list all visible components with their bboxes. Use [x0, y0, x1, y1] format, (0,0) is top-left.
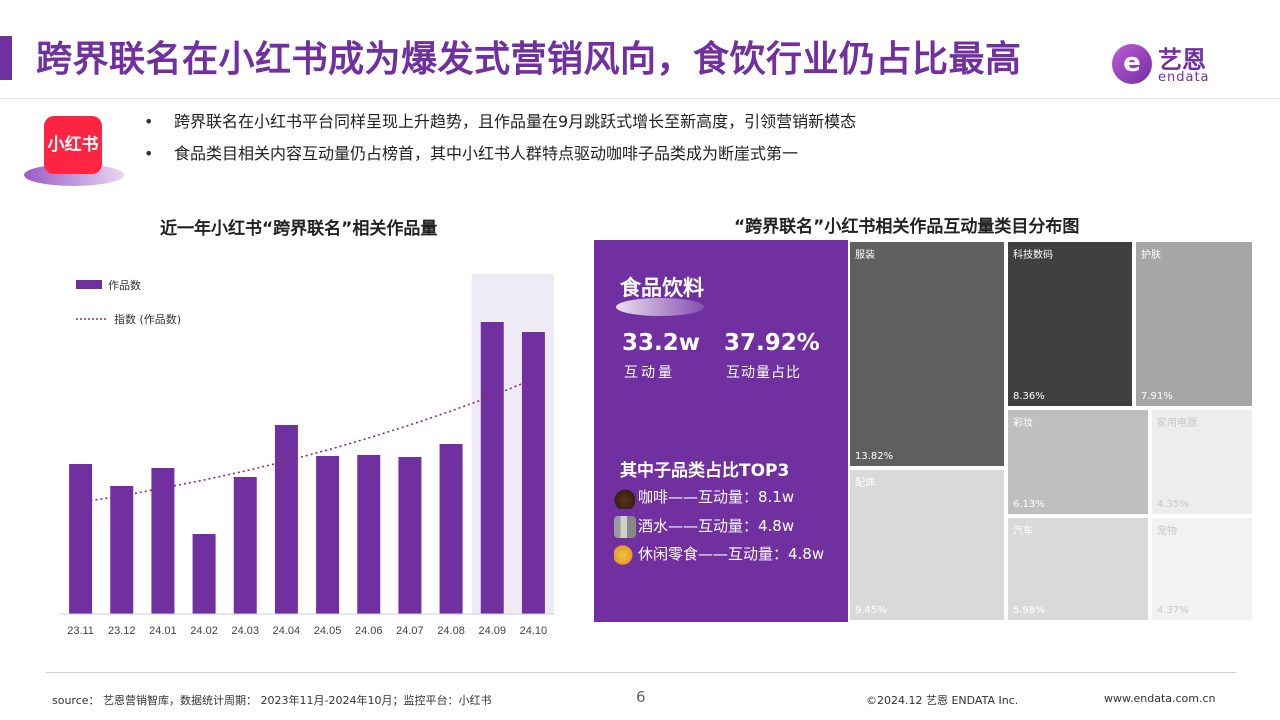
cell-label: 家用电器: [1157, 418, 1197, 429]
subcategory-item-coffee: 咖啡——互动量：8.1w: [614, 486, 794, 509]
bar-23.11: [69, 464, 93, 614]
bar-24.07: [398, 457, 422, 614]
cell-label: 宠物: [1157, 526, 1177, 537]
subcategory-title: 其中子品类占比TOP3: [620, 461, 790, 481]
x-tick-label: 24.07: [396, 625, 424, 637]
key-findings-list: 跨界联名在小红书平台同样呈现上升趋势，且作品量在9月跳跃式增长至新高度，引领营销…: [144, 106, 856, 170]
works-bar-chart: 23.11 23.12 24.01 24.02 24.03 24.04 24.05 24.06…: [60, 274, 554, 637]
treemap-cell-accessories: 配饰 9.45%: [848, 468, 1006, 622]
logo-chinese-text: 艺恩: [1158, 46, 1206, 74]
bar-24.02: [192, 534, 216, 614]
food-label-swoosh: [616, 298, 704, 316]
cell-label: 护肤: [1141, 250, 1161, 261]
bar-24.10: [521, 332, 545, 614]
bar-24.04: [274, 425, 298, 614]
cell-label: 科技数码: [1013, 250, 1053, 261]
treemap-cell-skincare: 护肤 7.91%: [1134, 240, 1254, 408]
treemap-cell-makeup: 彩妆 6.13%: [1006, 408, 1150, 516]
cell-percent: 5.98%: [1013, 605, 1045, 616]
bullet-item: 跨界联名在小红书平台同样呈现上升趋势，且作品量在9月跳跃式增长至新高度，引领营销…: [144, 106, 856, 138]
cell-label: 服装: [855, 250, 875, 261]
treemap-cell-appliances: 家用电器 4.35%: [1150, 408, 1254, 516]
subcategory-item-snacks: 休闲零食——互动量：4.8w: [614, 543, 824, 566]
page-number: 6: [636, 688, 646, 706]
logo-english-text: endata: [1158, 70, 1210, 85]
bar-24.03: [233, 477, 257, 614]
subcategory-text: 咖啡——互动量：8.1w: [638, 488, 795, 506]
xiaohongshu-app-icon: 小红书: [24, 112, 124, 188]
subcategory-text: 休闲零食——互动量：4.8w: [638, 545, 825, 563]
treemap-title: “跨界联名”小红书相关作品互动量类目分布图: [734, 217, 1080, 237]
cell-percent: 7.91%: [1141, 391, 1173, 402]
subcategory-item-liquor: 酒水——互动量：4.8w: [614, 515, 794, 538]
category-treemap: 食品饮料 33.2w 互动量 37.92% 互动量占比 其中子品类占比TOP3 …: [594, 240, 1254, 622]
legend-trend-label: 指数 (作品数): [114, 312, 181, 326]
bar-24.06: [357, 455, 381, 614]
page-title: 跨界联名在小红书成为爆发式营销风向，食饮行业仍占比最高: [36, 39, 1022, 80]
legend-bar-label: 作品数: [108, 279, 141, 292]
bar-24.05: [316, 456, 340, 614]
x-tick-label: 24.02: [190, 625, 218, 637]
cell-percent: 13.82%: [855, 451, 894, 462]
x-tick-label: 24.06: [355, 625, 383, 637]
coffee-beans-icon: [614, 486, 636, 509]
x-tick-label: 23.12: [108, 625, 136, 637]
food-share-label: 互动量占比: [726, 365, 801, 381]
food-category-label: 食品饮料: [620, 276, 704, 300]
bar-24.01: [151, 468, 175, 614]
x-tick-label: 23.11: [67, 625, 94, 637]
cell-percent: 4.35%: [1157, 499, 1189, 510]
bar-chart-title: 近一年小红书“跨界联名”相关作品量: [160, 219, 438, 239]
bar-24.08: [439, 444, 463, 614]
x-tick-label: 24.05: [314, 625, 342, 637]
legend-bar-swatch: [76, 280, 102, 289]
header-divider: [0, 98, 1280, 99]
cell-percent: 9.45%: [855, 605, 887, 616]
cell-percent: 4.37%: [1157, 605, 1189, 616]
footer-website: www.endata.com.cn: [1104, 692, 1216, 705]
trend-line: [80, 378, 534, 503]
footer-source: source： 艺恩营销智库，数据统计周期： 2023年11月-2024年10月…: [52, 694, 492, 707]
x-tick-label: 24.04: [273, 625, 301, 637]
endata-logo: e 艺恩 endata: [1112, 40, 1252, 88]
treemap-cell-auto: 汽车 5.98%: [1006, 516, 1150, 622]
cell-percent: 6.13%: [1013, 499, 1045, 510]
footer-divider: [46, 672, 1236, 673]
food-share-value: 37.92%: [724, 330, 820, 356]
treemap-cell-tech: 科技数码 8.36%: [1006, 240, 1134, 408]
endata-logo-mark-icon: e: [1112, 44, 1152, 84]
cell-label: 配饰: [855, 478, 875, 489]
cell-label: 汽车: [1013, 526, 1033, 537]
treemap-cell-clothing: 服装 13.82%: [848, 240, 1006, 468]
bullet-item: 食品类目相关内容互动量仍占榜首，其中小红书人群特点驱动咖啡子品类成为断崖式第一: [144, 138, 856, 170]
x-tick-label: 24.09: [478, 625, 506, 637]
footer-copyright: ©2024.12 艺恩 ENDATA Inc.: [866, 694, 1019, 707]
drink-bottles-icon: [614, 515, 636, 538]
xiaohongshu-logo: 小红书: [44, 116, 102, 174]
snacks-icon: [614, 543, 636, 566]
x-tick-label: 24.03: [231, 625, 259, 637]
treemap-cell-pets: 宠物 4.37%: [1150, 516, 1254, 622]
x-tick-label: 24.08: [437, 625, 465, 637]
bar-23.12: [110, 486, 134, 614]
food-interaction-label: 互动量: [624, 365, 675, 381]
x-tick-label: 24.10: [520, 625, 548, 637]
treemap-cell-food-beverage: 食品饮料 33.2w 互动量 37.92% 互动量占比 其中子品类占比TOP3 …: [594, 240, 848, 622]
cell-percent: 8.36%: [1013, 391, 1045, 402]
bar-24.09: [480, 322, 504, 614]
cell-label: 彩妆: [1013, 418, 1033, 429]
subcategory-text: 酒水——互动量：4.8w: [638, 517, 795, 535]
title-accent-bar: [0, 36, 12, 80]
x-tick-label: 24.01: [149, 625, 177, 637]
food-interaction-value: 33.2w: [622, 330, 700, 356]
